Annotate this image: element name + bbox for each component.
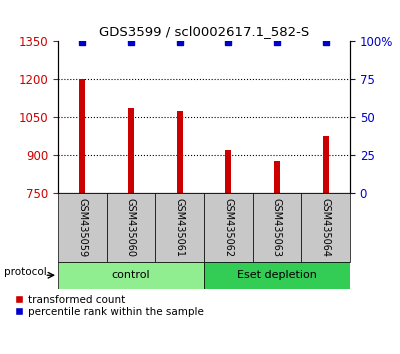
Bar bbox=[58, 262, 204, 289]
Text: GSM435062: GSM435062 bbox=[223, 199, 233, 258]
Text: control: control bbox=[112, 270, 150, 280]
Bar bbox=[204, 193, 253, 262]
Text: GSM435061: GSM435061 bbox=[175, 199, 185, 257]
Bar bbox=[253, 193, 301, 262]
Bar bbox=[58, 193, 107, 262]
Bar bbox=[107, 193, 155, 262]
Text: GSM435059: GSM435059 bbox=[77, 199, 87, 258]
Title: GDS3599 / scl0002617.1_582-S: GDS3599 / scl0002617.1_582-S bbox=[99, 25, 309, 38]
Bar bbox=[80, 79, 85, 193]
Text: Eset depletion: Eset depletion bbox=[237, 270, 317, 280]
Legend: transformed count, percentile rank within the sample: transformed count, percentile rank withi… bbox=[13, 294, 205, 318]
Bar bbox=[204, 262, 350, 289]
Bar bbox=[128, 108, 134, 193]
Text: GSM435060: GSM435060 bbox=[126, 199, 136, 257]
Bar bbox=[323, 136, 328, 193]
Text: protocol: protocol bbox=[4, 267, 47, 277]
Text: GSM435063: GSM435063 bbox=[272, 199, 282, 257]
Text: GSM435064: GSM435064 bbox=[321, 199, 331, 257]
Bar bbox=[274, 161, 280, 193]
Bar bbox=[226, 150, 231, 193]
Bar bbox=[155, 193, 204, 262]
Bar bbox=[301, 193, 350, 262]
Bar bbox=[177, 111, 182, 193]
